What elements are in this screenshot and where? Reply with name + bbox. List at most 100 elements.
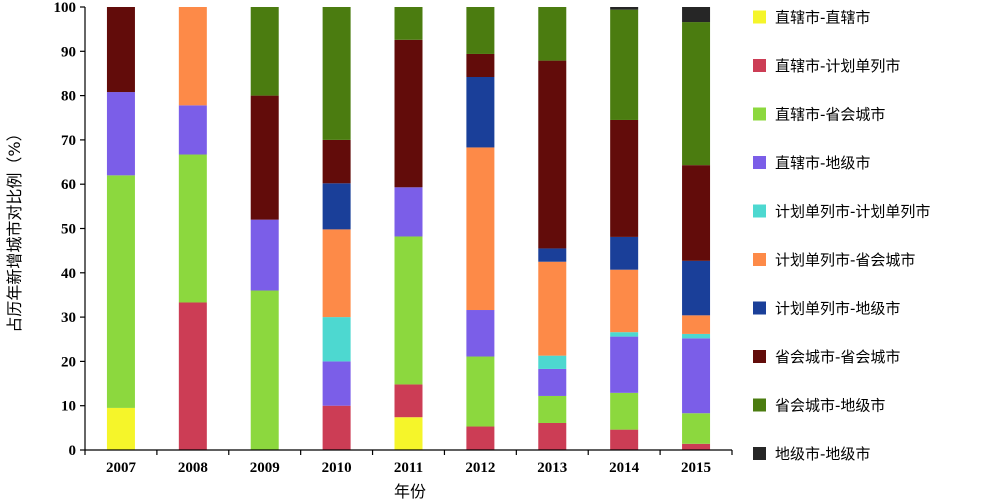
bar-segment	[538, 60, 567, 249]
bar-segment	[106, 92, 135, 176]
bar-segment	[394, 236, 423, 385]
y-tick-label: 80	[61, 89, 76, 105]
bar-segment	[538, 368, 567, 396]
bar-segment	[682, 165, 711, 261]
bar-segment	[250, 95, 279, 220]
legend-swatch	[753, 10, 766, 24]
legend-label: 计划单列市-计划单列市	[775, 203, 930, 221]
x-tick-label: 2013	[537, 460, 567, 476]
legend-label: 省会城市-省会城市	[775, 348, 900, 366]
bar-segment	[538, 261, 567, 356]
y-tick-label: 40	[61, 266, 76, 282]
bar-segment	[682, 260, 711, 316]
bar-segment	[106, 7, 135, 93]
x-tick-label: 2012	[465, 460, 495, 476]
legend-label: 直辖市-计划单列市	[775, 57, 900, 75]
bar-segment	[610, 269, 639, 333]
bar-segment	[322, 183, 351, 230]
bar-segment	[466, 147, 495, 311]
y-tick-label: 10	[61, 399, 76, 415]
legend-label: 计划单列市-地级市	[775, 300, 900, 318]
bar-segment	[466, 426, 495, 450]
y-tick-label: 90	[61, 44, 76, 60]
bar-segment	[610, 119, 639, 237]
bars-layer	[106, 7, 711, 450]
bar-segment	[322, 139, 351, 184]
legend-label: 地级市-地级市	[775, 445, 870, 463]
y-tick-label: 60	[61, 177, 76, 193]
bar-segment	[466, 7, 495, 54]
bar-segment	[178, 302, 207, 450]
bar-segment	[394, 7, 423, 40]
legend-swatch	[753, 107, 766, 121]
bar-segment	[610, 392, 639, 430]
bar-segment	[610, 332, 639, 337]
legend-label: 直辖市-地级市	[775, 154, 870, 172]
bar-segment	[250, 219, 279, 291]
legend-label: 计划单列市-省会城市	[775, 251, 915, 269]
bar-segment	[250, 7, 279, 96]
bar-segment	[178, 105, 207, 155]
bar-segment	[178, 154, 207, 303]
bar-segment	[466, 53, 495, 77]
legend-swatch	[753, 301, 766, 315]
legend-label: 省会城市-地级市	[775, 397, 885, 415]
legend-label: 直辖市-直辖市	[775, 9, 870, 27]
bar-segment	[682, 443, 711, 450]
bar-segment	[682, 22, 711, 166]
bar-segment	[610, 7, 639, 10]
bar-segment	[682, 7, 711, 23]
bar-segment	[178, 7, 207, 106]
bar-segment	[106, 175, 135, 408]
bar-segment	[394, 417, 423, 450]
bar-segment	[538, 7, 567, 61]
y-tick-label: 70	[61, 133, 76, 149]
x-tick-label: 2007	[106, 460, 137, 476]
y-tick-label: 0	[69, 443, 77, 459]
x-tick-label: 2015	[681, 460, 711, 476]
legend-swatch	[753, 204, 766, 218]
x-tick-label: 2009	[250, 460, 280, 476]
legend-swatch	[753, 398, 766, 412]
y-tick-label: 30	[61, 310, 76, 326]
legend-swatch	[753, 253, 766, 266]
bar-segment	[682, 413, 711, 444]
x-ticks: 2007 2008 2009 2010 2011 2012 2013 2014 2015	[84, 450, 733, 476]
bar-segment	[682, 338, 711, 414]
legend: 直辖市-直辖市直辖市-计划单列市直辖市-省会城市直辖市-地级市计划单列市-计划单…	[753, 9, 930, 463]
legend-swatch	[753, 350, 766, 363]
y-tick-label: 50	[61, 222, 76, 238]
bar-segment	[106, 407, 135, 450]
bar-segment	[394, 39, 423, 188]
bar-segment	[466, 356, 495, 427]
bar-segment	[682, 333, 711, 339]
bar-segment	[322, 405, 351, 450]
x-tick-label: 2010	[322, 460, 352, 476]
bar-segment	[394, 384, 423, 418]
bar-segment	[538, 355, 567, 369]
bar-segment	[610, 336, 639, 393]
bar-segment	[466, 76, 495, 148]
bar-segment	[538, 248, 567, 262]
bar-segment	[322, 7, 351, 140]
y-tick-label: 20	[61, 354, 76, 370]
bar-segment	[466, 310, 495, 357]
bar-segment	[538, 422, 567, 450]
legend-label: 直辖市-省会城市	[775, 106, 885, 124]
legend-swatch	[753, 447, 766, 460]
bar-segment	[394, 187, 423, 237]
bar-segment	[610, 429, 639, 450]
bar-segment	[322, 361, 351, 406]
x-tick-label: 2014	[609, 460, 640, 476]
bar-segment	[250, 290, 279, 450]
bar-segment	[322, 317, 351, 362]
y-axis-title: 占历年新增城市对比例（%）	[5, 125, 24, 332]
x-tick-label: 2011	[394, 460, 423, 476]
legend-swatch	[753, 59, 766, 72]
y-ticks: 0 10 20 30 40 50 60 70 80 90 100	[54, 0, 85, 459]
x-tick-label: 2008	[178, 460, 208, 476]
bar-segment	[610, 236, 639, 270]
legend-swatch	[753, 156, 766, 169]
bar-segment	[322, 229, 351, 318]
